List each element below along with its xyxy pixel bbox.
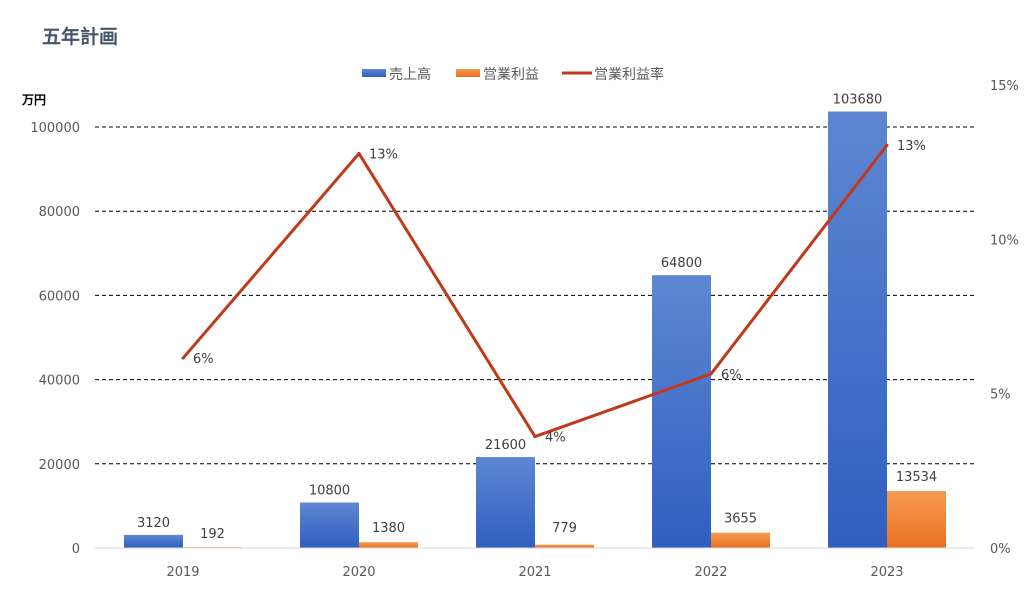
y-tick-label: 100000 <box>30 121 80 136</box>
legend[interactable]: 売上高 営業利益 営業利益率 <box>362 66 664 83</box>
ratio-point <box>181 356 185 360</box>
data-label-sales: 21600 <box>485 438 526 453</box>
bar-sales <box>476 457 535 548</box>
axes: 0 20000 40000 60000 80000 100000 万円 0% 5% 10% 15% 2… <box>21 79 1019 580</box>
legend-item[interactable]: 売上高 <box>362 66 431 83</box>
ratio-point <box>885 143 889 147</box>
x-tick-label: 2022 <box>694 565 727 580</box>
x-tick-label: 2019 <box>166 565 199 580</box>
data-labels: 3120 192 10800 1380 21600 779 64800 3655 103680 1… <box>137 93 937 542</box>
y2-tick-label: 15% <box>990 79 1019 94</box>
data-label-ratio: 6% <box>193 352 214 367</box>
bar-sales <box>124 534 183 548</box>
ratio-point <box>357 152 361 156</box>
ratio-line-path <box>181 144 889 439</box>
x-tick-label: 2020 <box>342 565 375 580</box>
x-tick-label: 2021 <box>518 565 551 580</box>
bar-operating-profit <box>887 491 946 548</box>
data-label-ratio: 4% <box>545 431 566 446</box>
data-label-operating-profit: 1380 <box>372 521 405 536</box>
ratio-point <box>709 372 713 376</box>
data-label-sales: 64800 <box>661 256 702 271</box>
data-label-ratio: 13% <box>369 148 398 163</box>
data-label-sales: 3120 <box>137 516 170 531</box>
data-label-ratio: 6% <box>721 368 742 383</box>
bar-operating-profit <box>711 532 770 548</box>
data-label-ratio: 13% <box>897 139 926 154</box>
legend-label: 売上高 <box>389 66 431 83</box>
ratio-line <box>181 143 889 439</box>
ratio-point <box>533 435 537 439</box>
y-tick-label: 40000 <box>39 374 80 389</box>
data-label-sales: 103680 <box>833 93 883 108</box>
y2-tick-label: 10% <box>990 233 1019 248</box>
bar-sales <box>652 275 711 548</box>
y-tick-label: 20000 <box>39 458 80 473</box>
data-label-sales: 10800 <box>309 484 350 499</box>
x-tick-label: 2023 <box>870 565 903 580</box>
legend-swatch <box>456 69 480 77</box>
legend-swatch <box>362 69 386 77</box>
legend-label: 営業利益 <box>483 67 539 83</box>
legend-item[interactable]: 営業利益率 <box>562 66 664 83</box>
y-tick-label: 0 <box>72 542 80 557</box>
y-tick-label: 60000 <box>39 289 80 304</box>
legend-label: 営業利益率 <box>594 66 664 83</box>
y2-tick-label: 5% <box>990 388 1011 403</box>
bars <box>124 111 946 548</box>
data-label-operating-profit: 779 <box>552 521 577 536</box>
y2-tick-label: 0% <box>990 542 1011 557</box>
legend-item[interactable]: 営業利益 <box>456 67 539 83</box>
data-label-operating-profit: 3655 <box>724 512 757 527</box>
bar-sales <box>828 111 887 548</box>
bar-operating-profit <box>535 544 594 548</box>
data-label-operating-profit: 192 <box>200 527 225 542</box>
chart-title: 五年計画 <box>42 26 119 48</box>
data-label-operating-profit: 13534 <box>896 470 937 485</box>
y-tick-label: 80000 <box>39 205 80 220</box>
y-axis-unit: 万円 <box>21 93 46 107</box>
bar-sales <box>300 502 359 548</box>
bar-operating-profit <box>359 542 418 548</box>
